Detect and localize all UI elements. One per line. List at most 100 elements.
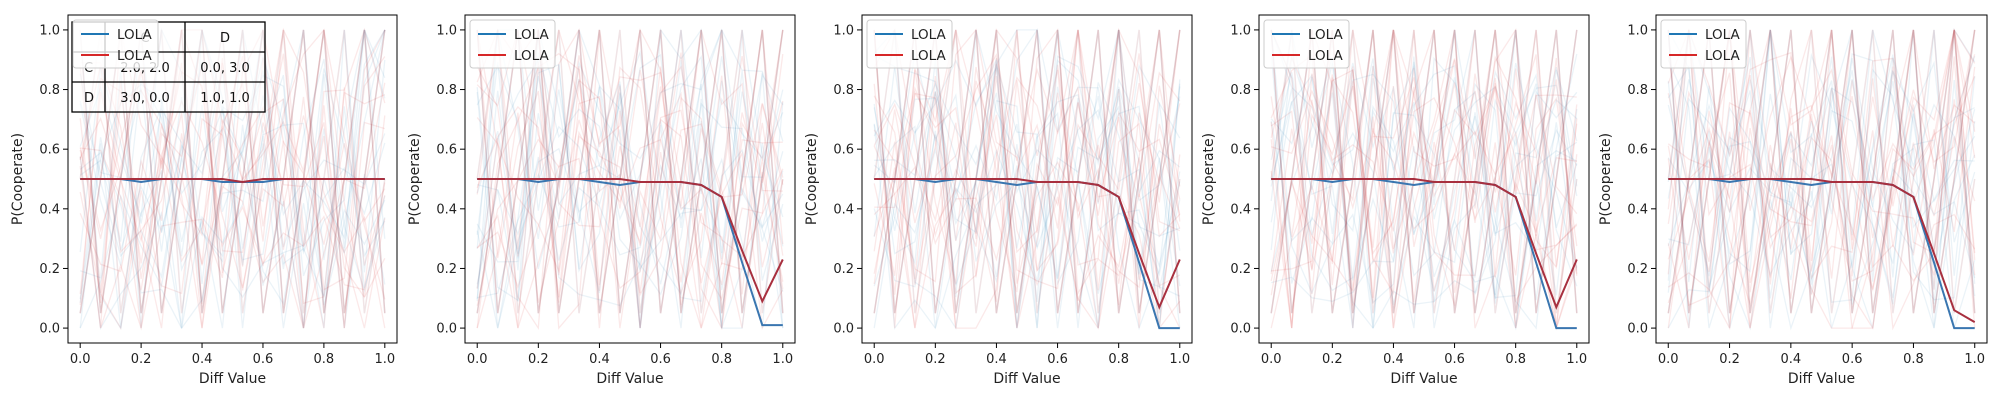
run-trace bbox=[873, 54, 1181, 329]
run-trace bbox=[1270, 29, 1578, 306]
run-trace bbox=[873, 29, 1181, 329]
y-tick-label: 0.8 bbox=[436, 83, 457, 98]
y-tick-label: 0.2 bbox=[1230, 262, 1251, 277]
x-tick-label: 0.0 bbox=[1261, 352, 1282, 367]
run-trace bbox=[79, 56, 386, 329]
run-trace bbox=[476, 29, 784, 331]
run-trace bbox=[79, 29, 386, 329]
plot-area bbox=[1270, 27, 1578, 331]
run-trace bbox=[1667, 29, 1976, 292]
y-tick-label: 0.8 bbox=[39, 83, 60, 98]
payoff-cell: D bbox=[220, 31, 230, 46]
legend-entry: LOLA bbox=[1308, 48, 1343, 64]
payoff-cell: 3.0, 0.0 bbox=[120, 91, 170, 106]
x-tick-label: 0.8 bbox=[1903, 352, 1924, 367]
payoff-cell: 0.0, 3.0 bbox=[200, 61, 250, 76]
y-tick-label: 0.4 bbox=[1230, 202, 1251, 217]
run-trace bbox=[476, 29, 784, 329]
run-trace bbox=[476, 28, 784, 331]
run-trace bbox=[476, 27, 784, 329]
payoff-cell: D bbox=[84, 91, 94, 106]
run-trace bbox=[1270, 29, 1578, 276]
run-trace bbox=[873, 29, 1181, 330]
chart-panel-4: 0.0 0.2 0.4 0.6 0.8 1.0 0.0 0.2 0.4 0.6 0.8 1.0 Diff… bbox=[1201, 14, 1590, 387]
y-tick-label: 0.0 bbox=[436, 322, 457, 337]
legend-entry: LOLA bbox=[514, 27, 549, 43]
run-trace bbox=[79, 66, 386, 303]
run-trace bbox=[1270, 29, 1578, 295]
plot-area bbox=[873, 27, 1181, 331]
legend-entry: LOLA bbox=[911, 27, 946, 43]
run-trace bbox=[1270, 29, 1578, 329]
run-trace bbox=[873, 29, 1181, 329]
run-trace bbox=[1667, 29, 1976, 331]
y-tick-label: 0.6 bbox=[833, 143, 854, 158]
run-trace bbox=[79, 29, 386, 306]
run-trace bbox=[1270, 29, 1578, 298]
run-trace bbox=[476, 29, 784, 286]
x-tick-label: 0.6 bbox=[253, 352, 274, 367]
run-trace bbox=[1667, 27, 1976, 294]
y-tick-label: 0.4 bbox=[39, 202, 60, 217]
series-line-2 bbox=[1668, 178, 1976, 323]
x-axis-label: Diff Value bbox=[596, 371, 663, 387]
run-trace bbox=[1667, 52, 1976, 305]
x-tick-label: 0.0 bbox=[70, 352, 91, 367]
run-trace bbox=[1667, 29, 1976, 329]
run-trace bbox=[873, 29, 1181, 314]
run-trace bbox=[1667, 56, 1976, 329]
x-tick-label: 0.0 bbox=[864, 352, 885, 367]
run-trace bbox=[1270, 77, 1578, 329]
run-trace bbox=[1667, 56, 1976, 329]
run-trace bbox=[1270, 29, 1578, 329]
run-trace bbox=[79, 29, 386, 299]
x-tick-label: 0.4 bbox=[986, 352, 1007, 367]
run-trace bbox=[79, 29, 386, 330]
run-trace bbox=[1667, 29, 1976, 314]
y-tick-label: 1.0 bbox=[39, 23, 60, 38]
run-trace bbox=[79, 29, 386, 314]
plot-area bbox=[79, 27, 386, 331]
run-trace bbox=[476, 28, 784, 329]
run-trace bbox=[1270, 29, 1578, 331]
run-trace bbox=[1667, 29, 1976, 330]
run-trace bbox=[476, 29, 784, 314]
y-tick-label: 0.0 bbox=[39, 322, 60, 337]
run-trace bbox=[476, 29, 784, 314]
x-tick-label: 0.8 bbox=[314, 352, 335, 367]
series-line-1 bbox=[874, 178, 1180, 330]
y-tick-label: 0.6 bbox=[1230, 143, 1251, 158]
series-line-2 bbox=[874, 178, 1181, 310]
x-tick-label: 0.4 bbox=[192, 352, 213, 367]
run-trace bbox=[873, 57, 1181, 329]
run-trace bbox=[873, 29, 1181, 314]
run-trace bbox=[80, 27, 386, 329]
x-tick-label: 0.2 bbox=[131, 352, 152, 367]
legend-entry: LOLA bbox=[1705, 48, 1740, 64]
run-trace bbox=[1667, 28, 1976, 329]
series-line-2 bbox=[80, 178, 385, 184]
run-trace bbox=[1667, 29, 1975, 304]
x-tick-label: 0.8 bbox=[1505, 352, 1526, 367]
y-tick-label: 0.8 bbox=[833, 83, 854, 98]
x-tick-label: 0.6 bbox=[1444, 352, 1465, 367]
series-line-1 bbox=[477, 178, 783, 327]
run-trace bbox=[1667, 29, 1976, 307]
y-tick-label: 1.0 bbox=[833, 23, 854, 38]
x-tick-label: 0.4 bbox=[1383, 352, 1404, 367]
run-trace bbox=[1667, 29, 1976, 329]
run-trace bbox=[1667, 29, 1976, 329]
run-trace bbox=[873, 28, 1181, 330]
run-trace bbox=[1667, 81, 1975, 329]
x-axis-label: Diff Value bbox=[1788, 371, 1855, 387]
run-trace bbox=[476, 29, 784, 329]
run-trace bbox=[1270, 69, 1578, 331]
y-tick-label: 0.4 bbox=[1627, 202, 1648, 217]
run-trace bbox=[476, 80, 784, 329]
y-tick-label: 1.0 bbox=[436, 23, 457, 38]
run-trace bbox=[1271, 82, 1578, 329]
run-trace bbox=[476, 66, 784, 295]
y-tick-label: 0.8 bbox=[1627, 83, 1648, 98]
y-tick-label: 0.4 bbox=[436, 202, 457, 217]
legend: LOLA LOLA bbox=[866, 19, 953, 69]
